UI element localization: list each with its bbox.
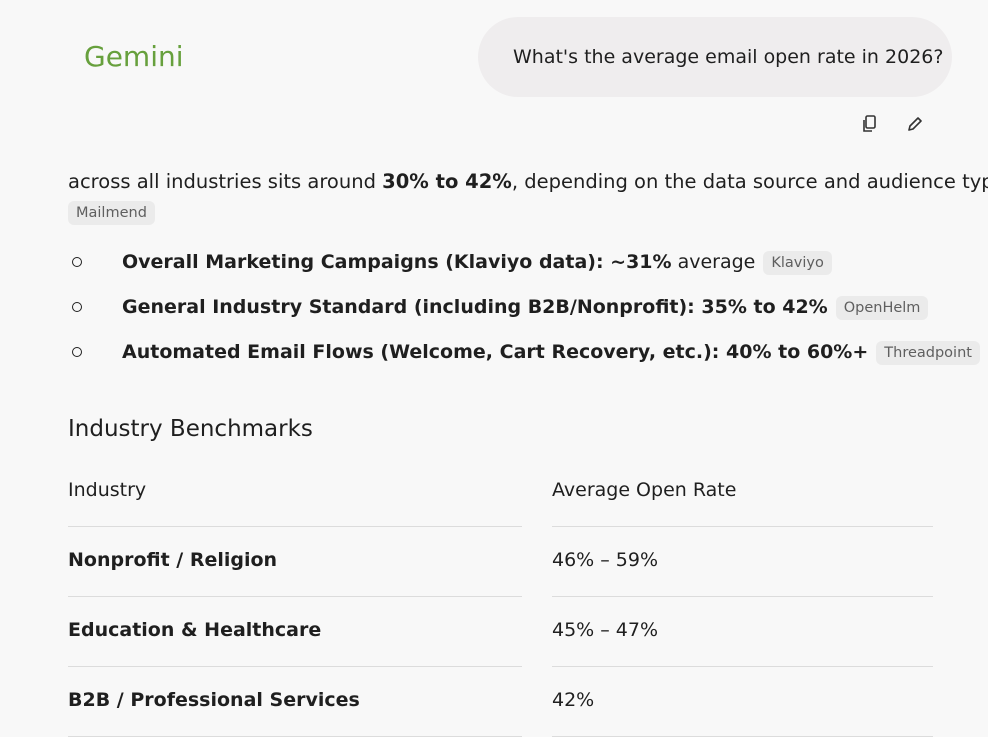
bold-text: 30% to 42% [382,170,512,193]
text: average [677,251,756,273]
row-divider [552,666,933,667]
row-label: B2B / Professional Services [68,689,360,711]
brand: Gemini [84,40,184,73]
row-divider [68,526,522,527]
text: across all industries sits around [68,170,383,193]
row-value: 45% – 47% [552,619,659,641]
source-chip[interactable]: OpenHelm [835,296,929,320]
bullet-marker [72,302,82,312]
source-chip[interactable]: Mailmend [68,201,155,225]
row-divider [552,596,933,597]
user-message: What's the average email open rate in 20… [478,17,952,97]
row-label: Nonprofit / Religion [68,549,278,571]
intro-text: across all industries sits around 30% to… [68,168,988,196]
copy-button[interactable] [860,114,880,134]
section-title: Industry Benchmarks [68,416,313,442]
edit-button[interactable] [905,114,925,134]
row-value: 46% – 59% [552,549,659,571]
source-chip[interactable]: Klaviyo [763,251,832,275]
bold-text: Automated Email Flows (Welcome, Cart Rec… [122,341,869,363]
row-divider [68,666,522,667]
column-header: Average Open Rate [552,479,737,501]
row-value: 42% [552,689,595,711]
bold-text: Overall Marketing Campaigns (Klaviyo dat… [122,251,672,273]
text: , depending on the data source and audie… [511,170,988,193]
bold-text: General Industry Standard (including B2B… [122,296,828,318]
bullet-marker [72,257,82,267]
row-divider [68,596,522,597]
source-chip[interactable]: Threadpoint [876,341,980,365]
column-header: Industry [68,479,147,501]
row-label: Education & Healthcare [68,619,322,641]
row-divider [552,526,933,527]
bullet-marker [72,347,82,357]
